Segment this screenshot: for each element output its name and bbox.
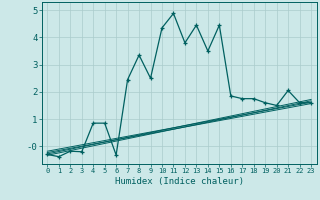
X-axis label: Humidex (Indice chaleur): Humidex (Indice chaleur) xyxy=(115,177,244,186)
